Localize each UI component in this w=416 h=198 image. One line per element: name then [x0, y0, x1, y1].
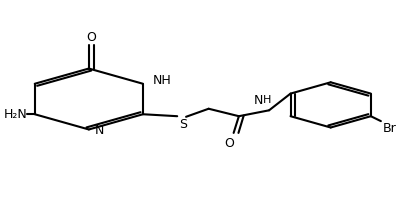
Text: O: O — [224, 137, 234, 150]
Text: Br: Br — [383, 122, 396, 135]
Text: H: H — [263, 95, 271, 105]
Text: N: N — [254, 94, 263, 107]
Text: N: N — [95, 124, 104, 137]
Text: NH: NH — [153, 74, 172, 87]
Text: O: O — [87, 31, 96, 44]
Text: H₂N: H₂N — [4, 108, 27, 121]
Text: S: S — [179, 118, 187, 131]
